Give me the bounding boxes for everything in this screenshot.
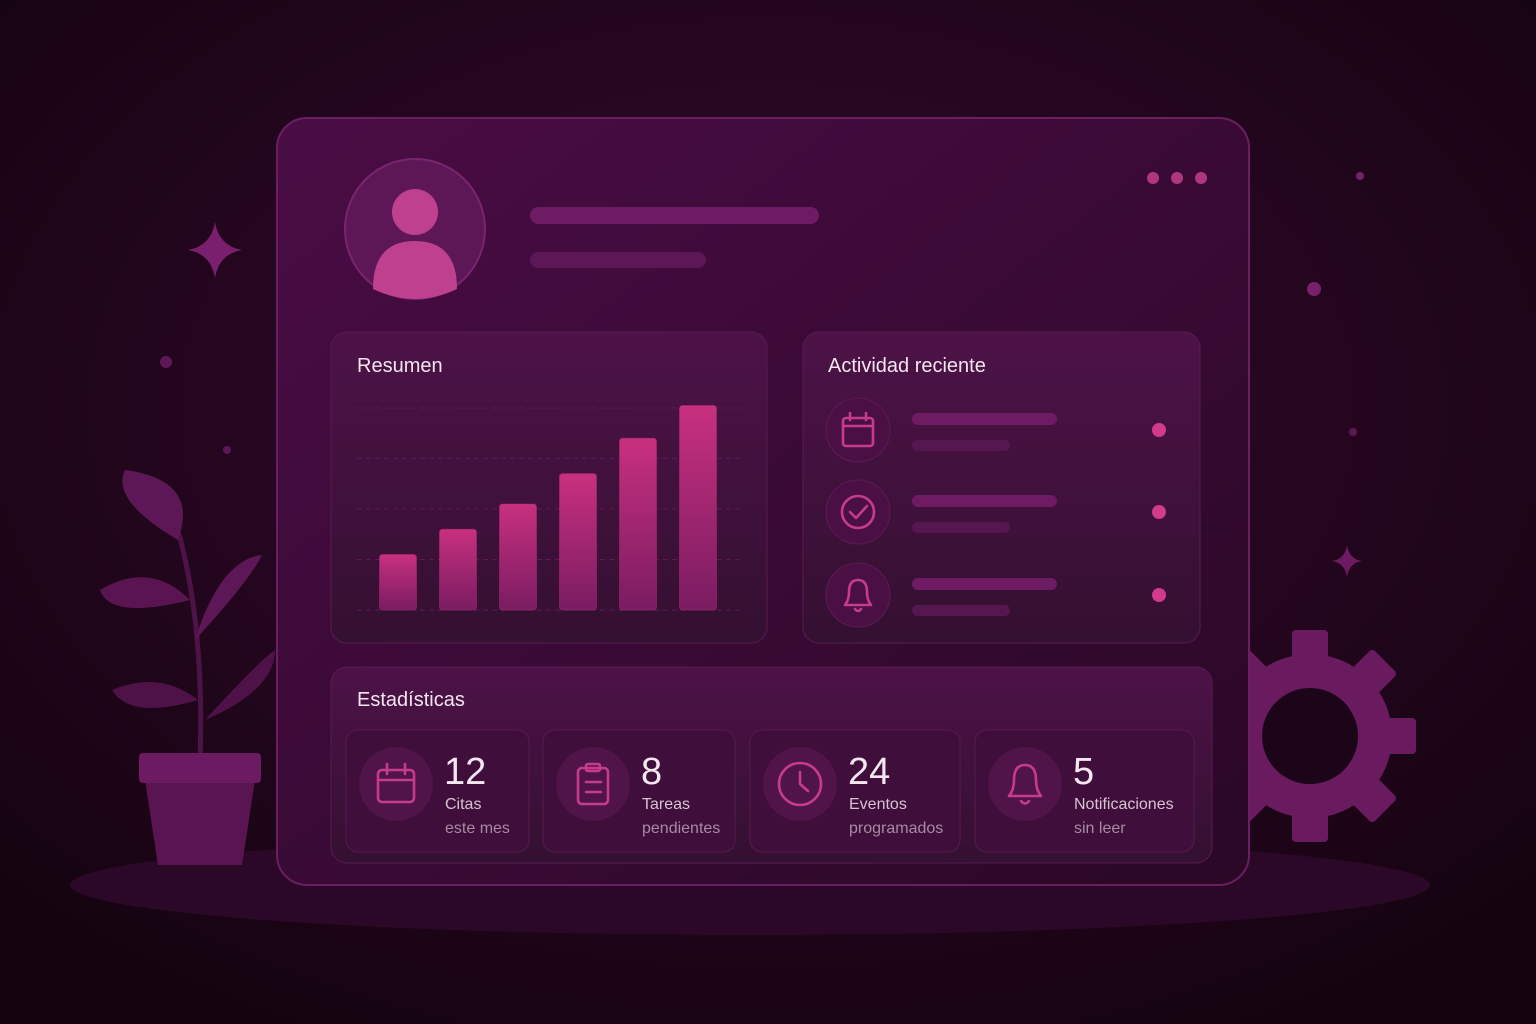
activity-list bbox=[825, 397, 1166, 628]
stat-card[interactable]: 8 Tareas pendientes bbox=[542, 729, 736, 853]
stat-icon-bg bbox=[359, 747, 433, 821]
stat-sublabel: programados bbox=[849, 820, 943, 837]
stat-value: 12 bbox=[444, 751, 486, 793]
dot bbox=[1349, 428, 1357, 436]
stat-icon bbox=[763, 747, 837, 821]
bar bbox=[559, 473, 597, 611]
stat-label: Citas bbox=[445, 796, 481, 813]
stat-sublabel: pendientes bbox=[642, 820, 720, 837]
stat-card[interactable]: 5 Notificaciones sin leer bbox=[974, 729, 1195, 853]
stat-label: Tareas bbox=[642, 796, 690, 813]
stat-icon bbox=[556, 747, 630, 821]
menu-dots[interactable] bbox=[1147, 172, 1207, 184]
stats-cards: 12 Citas este mes 8 Tareas pendientes 24 Evento… bbox=[345, 729, 1195, 853]
stat-value: 24 bbox=[848, 751, 890, 793]
stat-value: 5 bbox=[1073, 751, 1094, 793]
dot bbox=[223, 446, 231, 454]
activity-item[interactable] bbox=[825, 562, 1166, 628]
activity-panel bbox=[802, 331, 1201, 644]
sparkle bbox=[1332, 545, 1362, 577]
stat-icon-bg bbox=[556, 747, 630, 821]
plant bbox=[100, 470, 275, 865]
activity-item[interactable] bbox=[825, 479, 1166, 545]
stat-icon bbox=[988, 747, 1062, 821]
bar bbox=[439, 528, 477, 611]
panel-title: Estadísticas bbox=[357, 689, 465, 711]
panel-title: Resumen bbox=[357, 355, 443, 377]
stat-sublabel: sin leer bbox=[1074, 820, 1126, 837]
stat-card[interactable]: 12 Citas este mes bbox=[345, 729, 530, 853]
stat-sublabel: este mes bbox=[445, 820, 510, 837]
dot bbox=[1356, 172, 1364, 180]
panel-title: Actividad reciente bbox=[828, 355, 986, 377]
placeholder-line bbox=[530, 207, 819, 224]
dot bbox=[1307, 282, 1321, 296]
avatar-head bbox=[392, 189, 438, 235]
bar bbox=[619, 437, 657, 611]
stat-icon-bg bbox=[988, 747, 1062, 821]
avatar-body bbox=[373, 241, 457, 299]
bar bbox=[379, 553, 417, 611]
placeholder-line bbox=[530, 252, 706, 268]
stat-icon bbox=[359, 747, 433, 821]
stat-card[interactable]: 24 Eventos programados bbox=[749, 729, 961, 853]
bar-chart bbox=[357, 404, 740, 611]
stat-label: Notificaciones bbox=[1074, 796, 1174, 813]
stat-label: Eventos bbox=[849, 796, 907, 813]
dot bbox=[160, 356, 172, 368]
sparkle bbox=[188, 222, 242, 278]
bar bbox=[679, 404, 717, 611]
bar bbox=[499, 503, 537, 611]
activity-item[interactable] bbox=[825, 397, 1166, 463]
stat-value: 8 bbox=[641, 751, 662, 793]
